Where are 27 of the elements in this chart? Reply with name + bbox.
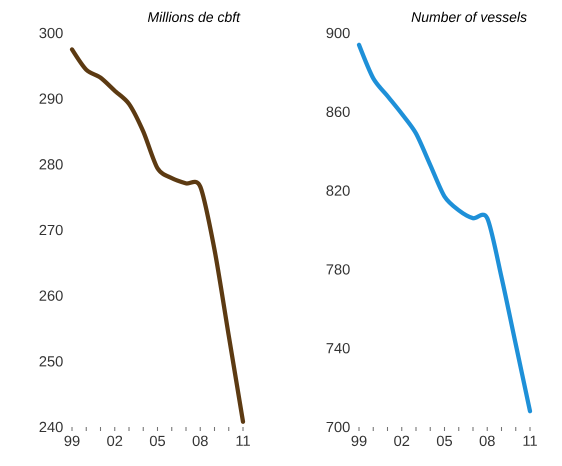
x-tick-label: 11 [523,436,537,446]
line-series [70,47,246,424]
y-tick-label: 900 [326,28,350,38]
x-tick-label: 11 [236,436,250,446]
line-series [356,42,532,414]
chart-title: Number of vessels [412,12,527,22]
x-tick-label: 08 [192,436,208,446]
x-tick-label: 99 [64,436,80,446]
x-tick-label: 05 [150,436,166,446]
x-tick-label: 05 [436,436,452,446]
x-tick-label: 08 [480,436,495,446]
y-tick-label: 280 [40,159,63,170]
x-tick-label: 99 [352,436,366,446]
y-tick-label: 860 [326,106,350,117]
y-tick-label: 240 [40,422,63,432]
x-tick-label: 02 [107,436,122,446]
y-tick-label: 300 [39,28,63,38]
y-tick-label: 260 [40,290,63,301]
y-tick-label: 820 [326,185,350,196]
chart-title: Millions de cbft [148,12,241,22]
y-tick-label: 250 [40,356,63,367]
y-tick-label: 780 [326,264,350,275]
y-tick-label: 270 [40,224,63,236]
y-tick-label: 740 [326,343,350,354]
y-tick-label: 700 [326,422,350,432]
x-tick-label: 02 [394,436,410,446]
y-tick-label: 290 [40,93,63,104]
